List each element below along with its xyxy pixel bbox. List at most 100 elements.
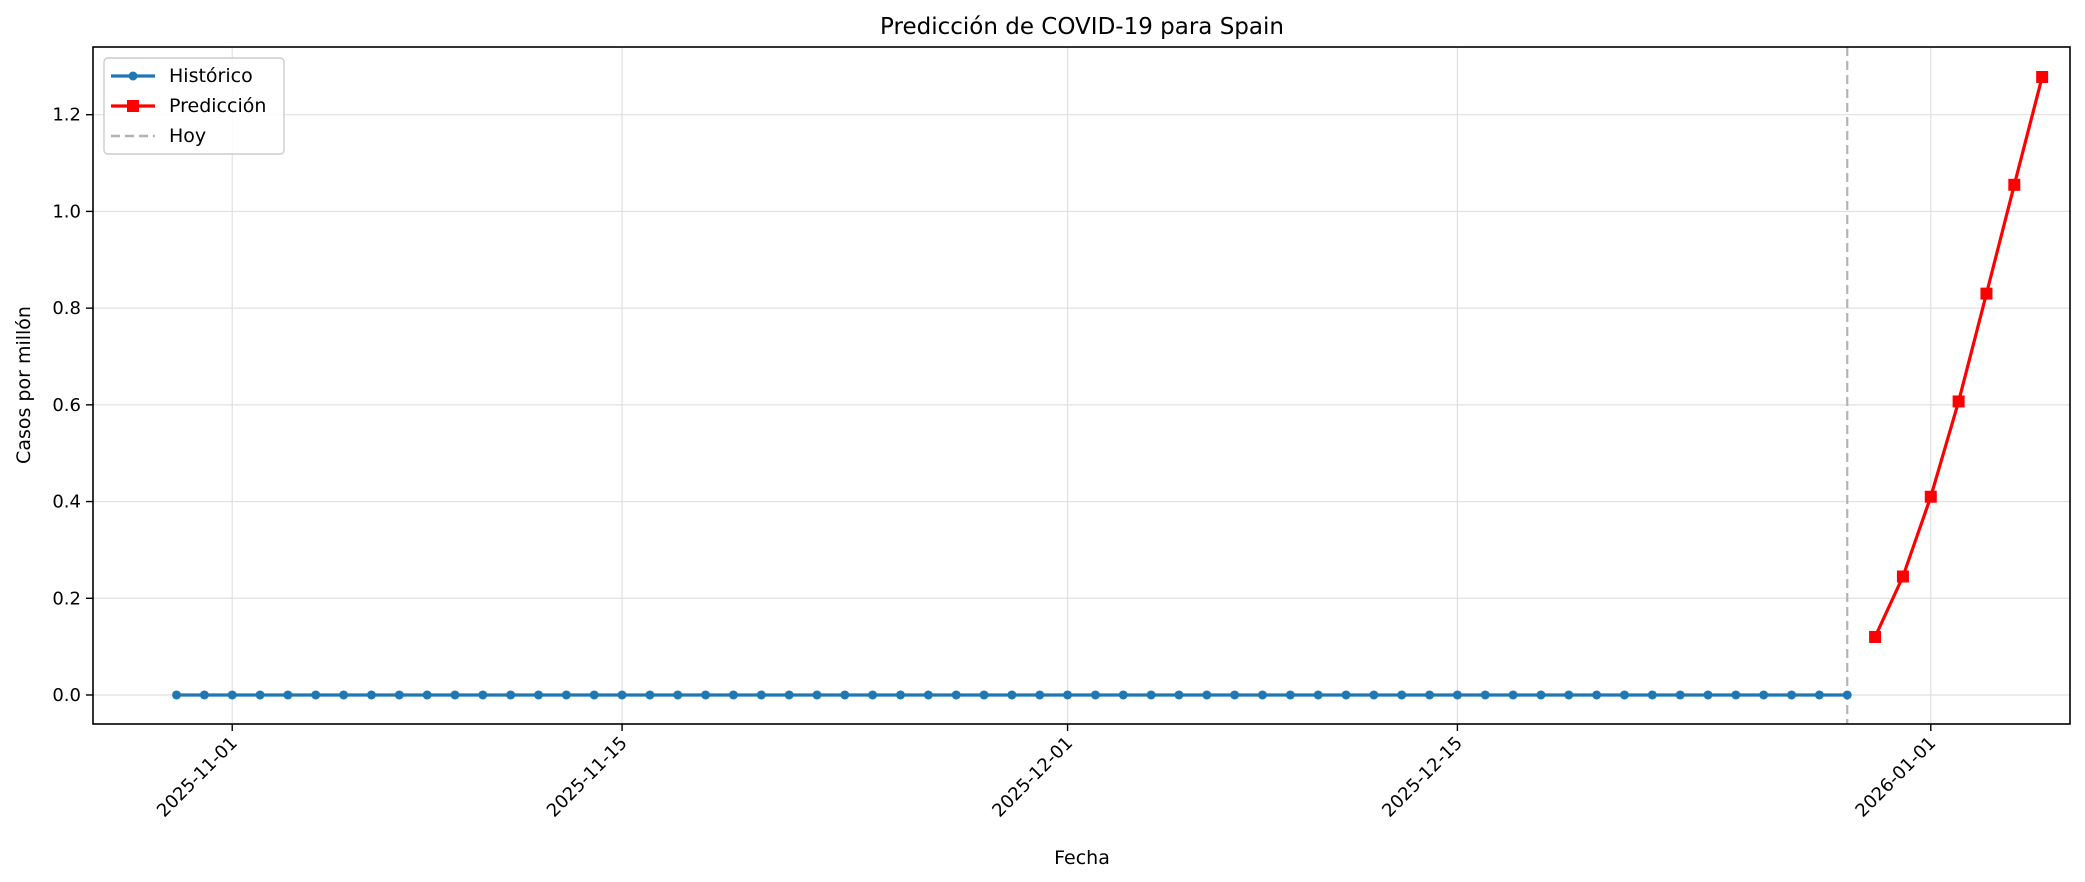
legend-entry: Histórico [111, 65, 253, 87]
historico-point [1508, 690, 1518, 700]
x-axis: 2025-11-01 2025-11-15 2025-12-01 2025-12-15… [153, 724, 1940, 822]
historico-point [1285, 690, 1295, 700]
historico-point [1202, 690, 1212, 700]
historico-point [979, 690, 989, 700]
legend-label: Histórico [169, 65, 253, 87]
historico-point [1341, 690, 1351, 700]
prediccion-point [1869, 630, 1882, 643]
historico-point [728, 690, 738, 700]
y-axis: 0.0 0.2 0.4 0.6 0.8 1.0 1.2 [52, 105, 93, 706]
legend-swatch-marker [128, 71, 138, 81]
historico-point [1090, 690, 1100, 700]
x-tick-label: 2025-12-15 [1378, 733, 1467, 822]
grid [93, 47, 2070, 724]
historico-point [561, 690, 571, 700]
historico-point [1759, 690, 1769, 700]
legend-label: Predicción [169, 95, 266, 117]
y-tick-label: 0.2 [52, 588, 81, 609]
historico-point [1787, 690, 1797, 700]
prediccion-point [1896, 570, 1909, 583]
historico-point [951, 690, 961, 700]
historico-point [283, 690, 293, 700]
historico-point [1564, 690, 1574, 700]
historico-point [1035, 690, 1045, 700]
historico-point [1536, 690, 1546, 700]
historico-point [450, 690, 460, 700]
legend-label: Hoy [169, 125, 206, 147]
historico-point [1814, 690, 1824, 700]
historico-point [784, 690, 794, 700]
historico-point [394, 690, 404, 700]
historico-point [840, 690, 850, 700]
historico-point [1647, 690, 1657, 700]
x-tick-label: 2025-12-01 [988, 733, 1077, 822]
historico-point [589, 690, 599, 700]
prediccion-point [2036, 70, 2049, 83]
y-tick-label: 1.2 [52, 105, 81, 126]
legend-entry: Predicción [111, 95, 266, 117]
historico-point [422, 690, 432, 700]
y-axis-label: Casos por millón [13, 306, 35, 464]
y-tick-label: 0.8 [52, 298, 81, 319]
historico-point [534, 690, 544, 700]
prediccion-point [1980, 287, 1993, 300]
y-tick-label: 0.4 [52, 492, 81, 513]
historico-point [701, 690, 711, 700]
historico-point [896, 690, 906, 700]
historico-point [227, 690, 237, 700]
legend-swatch-marker [127, 100, 139, 112]
plot-frame [92, 46, 2071, 725]
historico-point [199, 690, 209, 700]
prediccion-point [2008, 178, 2021, 191]
x-tick-label: 2025-11-15 [543, 733, 632, 822]
x-axis-label: Fecha [1054, 847, 1110, 869]
historico-point [673, 690, 683, 700]
legend-box [103, 57, 285, 155]
legend-entry: Hoy [111, 125, 206, 147]
historico-point [506, 690, 516, 700]
historico-point [172, 690, 182, 700]
y-tick-label: 0.0 [52, 685, 81, 706]
historico-point [1313, 690, 1323, 700]
historico-point [617, 690, 627, 700]
historico-point [311, 690, 321, 700]
prediccion-point [1924, 490, 1937, 503]
historico-point [1452, 690, 1462, 700]
historico-point [1842, 690, 1852, 700]
y-tick-label: 1.0 [52, 201, 81, 222]
historico-point [1731, 690, 1741, 700]
y-tick-label: 0.6 [52, 395, 81, 416]
x-tick-label: 2026-01-01 [1851, 733, 1940, 822]
historico-point [868, 690, 878, 700]
historico-point [923, 690, 933, 700]
chart-title: Predicción de COVID-19 para Spain [880, 14, 1284, 40]
historico-point [1146, 690, 1156, 700]
series-layer [172, 70, 2049, 700]
legend: Histórico Predicción Hoy [103, 57, 285, 155]
x-tick-label: 2025-11-01 [153, 733, 242, 822]
historico-point [1369, 690, 1379, 700]
historico-point [1063, 690, 1073, 700]
historico-point [756, 690, 766, 700]
historico-point [1257, 690, 1267, 700]
historico-point [1703, 690, 1713, 700]
prediccion-series-line [1873, 76, 2044, 638]
prediccion-point [1952, 395, 1965, 408]
historico-point [1174, 690, 1184, 700]
historico-point [1118, 690, 1128, 700]
historico-point [1592, 690, 1602, 700]
historico-point [339, 690, 349, 700]
historico-point [645, 690, 655, 700]
historico-point [1007, 690, 1017, 700]
historico-point [1230, 690, 1240, 700]
historico-point [478, 690, 488, 700]
historico-point [1619, 690, 1629, 700]
historico-point [1480, 690, 1490, 700]
historico-point [366, 690, 376, 700]
historico-point [812, 690, 822, 700]
historico-point [1675, 690, 1685, 700]
historico-point [255, 690, 265, 700]
historico-point [1425, 690, 1435, 700]
historico-point [1397, 690, 1407, 700]
